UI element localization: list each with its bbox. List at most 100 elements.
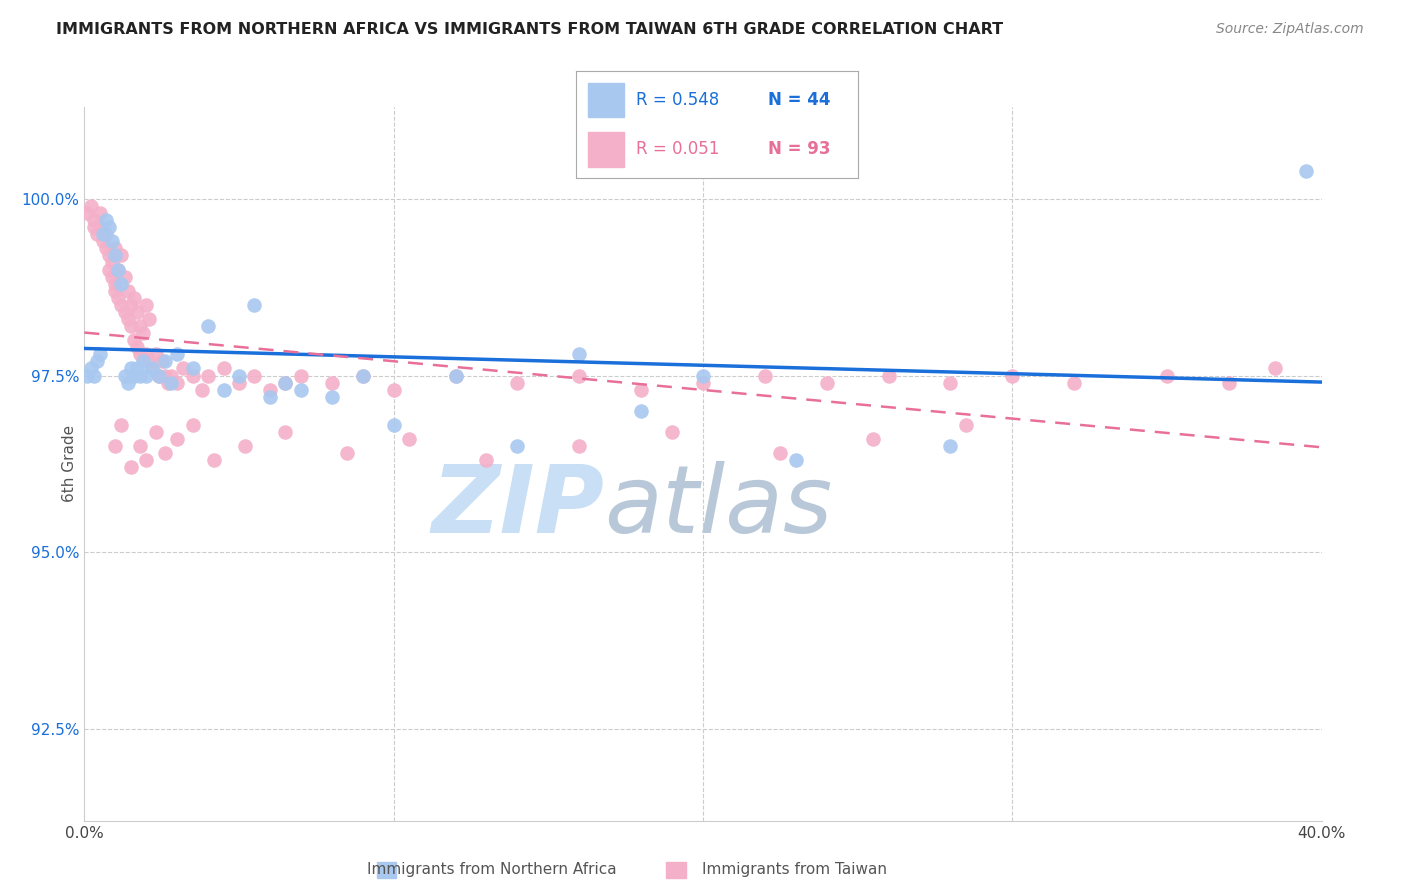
Point <box>475 453 498 467</box>
Point <box>160 368 183 383</box>
Point <box>135 298 157 312</box>
Point <box>76 206 98 220</box>
Point <box>191 383 214 397</box>
Point <box>135 368 157 383</box>
Point <box>939 376 962 390</box>
Point <box>398 432 420 446</box>
Point <box>274 425 297 439</box>
Point <box>148 368 170 383</box>
Point <box>661 425 683 439</box>
Point <box>156 376 179 390</box>
Point <box>120 361 142 376</box>
Point <box>114 305 136 319</box>
Text: R = 0.051: R = 0.051 <box>636 141 718 159</box>
Point <box>290 368 312 383</box>
Point <box>243 368 266 383</box>
Point <box>98 262 121 277</box>
Point <box>274 376 297 390</box>
Point <box>89 347 111 361</box>
Point <box>122 368 145 383</box>
Text: N = 93: N = 93 <box>768 141 830 159</box>
Point <box>444 368 467 383</box>
Point <box>138 354 160 368</box>
Point <box>228 368 250 383</box>
Point <box>114 269 136 284</box>
Point <box>862 432 884 446</box>
Point <box>145 347 167 361</box>
Point <box>104 241 127 255</box>
Point <box>444 368 467 383</box>
Point <box>321 390 343 404</box>
Point <box>83 213 105 227</box>
Text: Source: ZipAtlas.com: Source: ZipAtlas.com <box>1216 22 1364 37</box>
Point <box>104 277 127 291</box>
Point <box>122 333 145 347</box>
Point <box>1001 368 1024 383</box>
Point <box>166 376 188 390</box>
Point <box>785 453 807 467</box>
Point <box>212 383 235 397</box>
Point <box>94 213 117 227</box>
Point <box>150 354 173 368</box>
Point <box>166 432 188 446</box>
Point <box>506 376 529 390</box>
Point <box>101 255 124 269</box>
Point <box>138 312 160 326</box>
Text: Immigrants from Northern Africa: Immigrants from Northern Africa <box>367 863 617 877</box>
Point <box>1264 361 1286 376</box>
Point <box>83 368 105 383</box>
Point <box>153 354 176 368</box>
Point <box>89 220 111 235</box>
Point <box>202 453 225 467</box>
Point <box>125 305 148 319</box>
Point <box>630 383 652 397</box>
Point <box>1156 368 1178 383</box>
Point <box>89 206 111 220</box>
Point <box>166 347 188 361</box>
Point <box>110 298 132 312</box>
Point <box>91 234 114 248</box>
Point <box>135 347 157 361</box>
Point <box>197 368 219 383</box>
Point <box>129 319 152 334</box>
Point <box>630 404 652 418</box>
Point <box>101 234 124 248</box>
Point <box>692 376 714 390</box>
Point <box>107 291 129 305</box>
Point <box>141 361 163 376</box>
Text: Immigrants from Taiwan: Immigrants from Taiwan <box>702 863 887 877</box>
Point <box>125 340 148 354</box>
Point <box>110 248 132 262</box>
Point <box>117 312 139 326</box>
Point <box>110 277 132 291</box>
Point <box>104 248 127 262</box>
Point <box>568 368 591 383</box>
Text: IMMIGRANTS FROM NORTHERN AFRICA VS IMMIGRANTS FROM TAIWAN 6TH GRADE CORRELATION : IMMIGRANTS FROM NORTHERN AFRICA VS IMMIG… <box>56 22 1004 37</box>
Text: R = 0.548: R = 0.548 <box>636 91 718 109</box>
Point <box>568 347 591 361</box>
Point <box>259 390 281 404</box>
Point <box>141 361 163 376</box>
Point <box>114 368 136 383</box>
Point <box>274 376 297 390</box>
Point <box>94 227 117 242</box>
Point <box>382 417 405 432</box>
Point <box>181 417 204 432</box>
Point <box>382 383 405 397</box>
Point <box>939 439 962 453</box>
Point <box>120 298 142 312</box>
Point <box>86 354 108 368</box>
Point <box>212 361 235 376</box>
Point <box>172 361 194 376</box>
Point <box>877 368 900 383</box>
Point <box>91 227 114 242</box>
Point <box>86 227 108 242</box>
Point <box>160 376 183 390</box>
Point <box>352 368 374 383</box>
Point <box>129 439 152 453</box>
Point <box>79 361 101 376</box>
Point <box>132 326 155 340</box>
Point <box>101 269 124 284</box>
Point <box>122 291 145 305</box>
Point <box>148 368 170 383</box>
